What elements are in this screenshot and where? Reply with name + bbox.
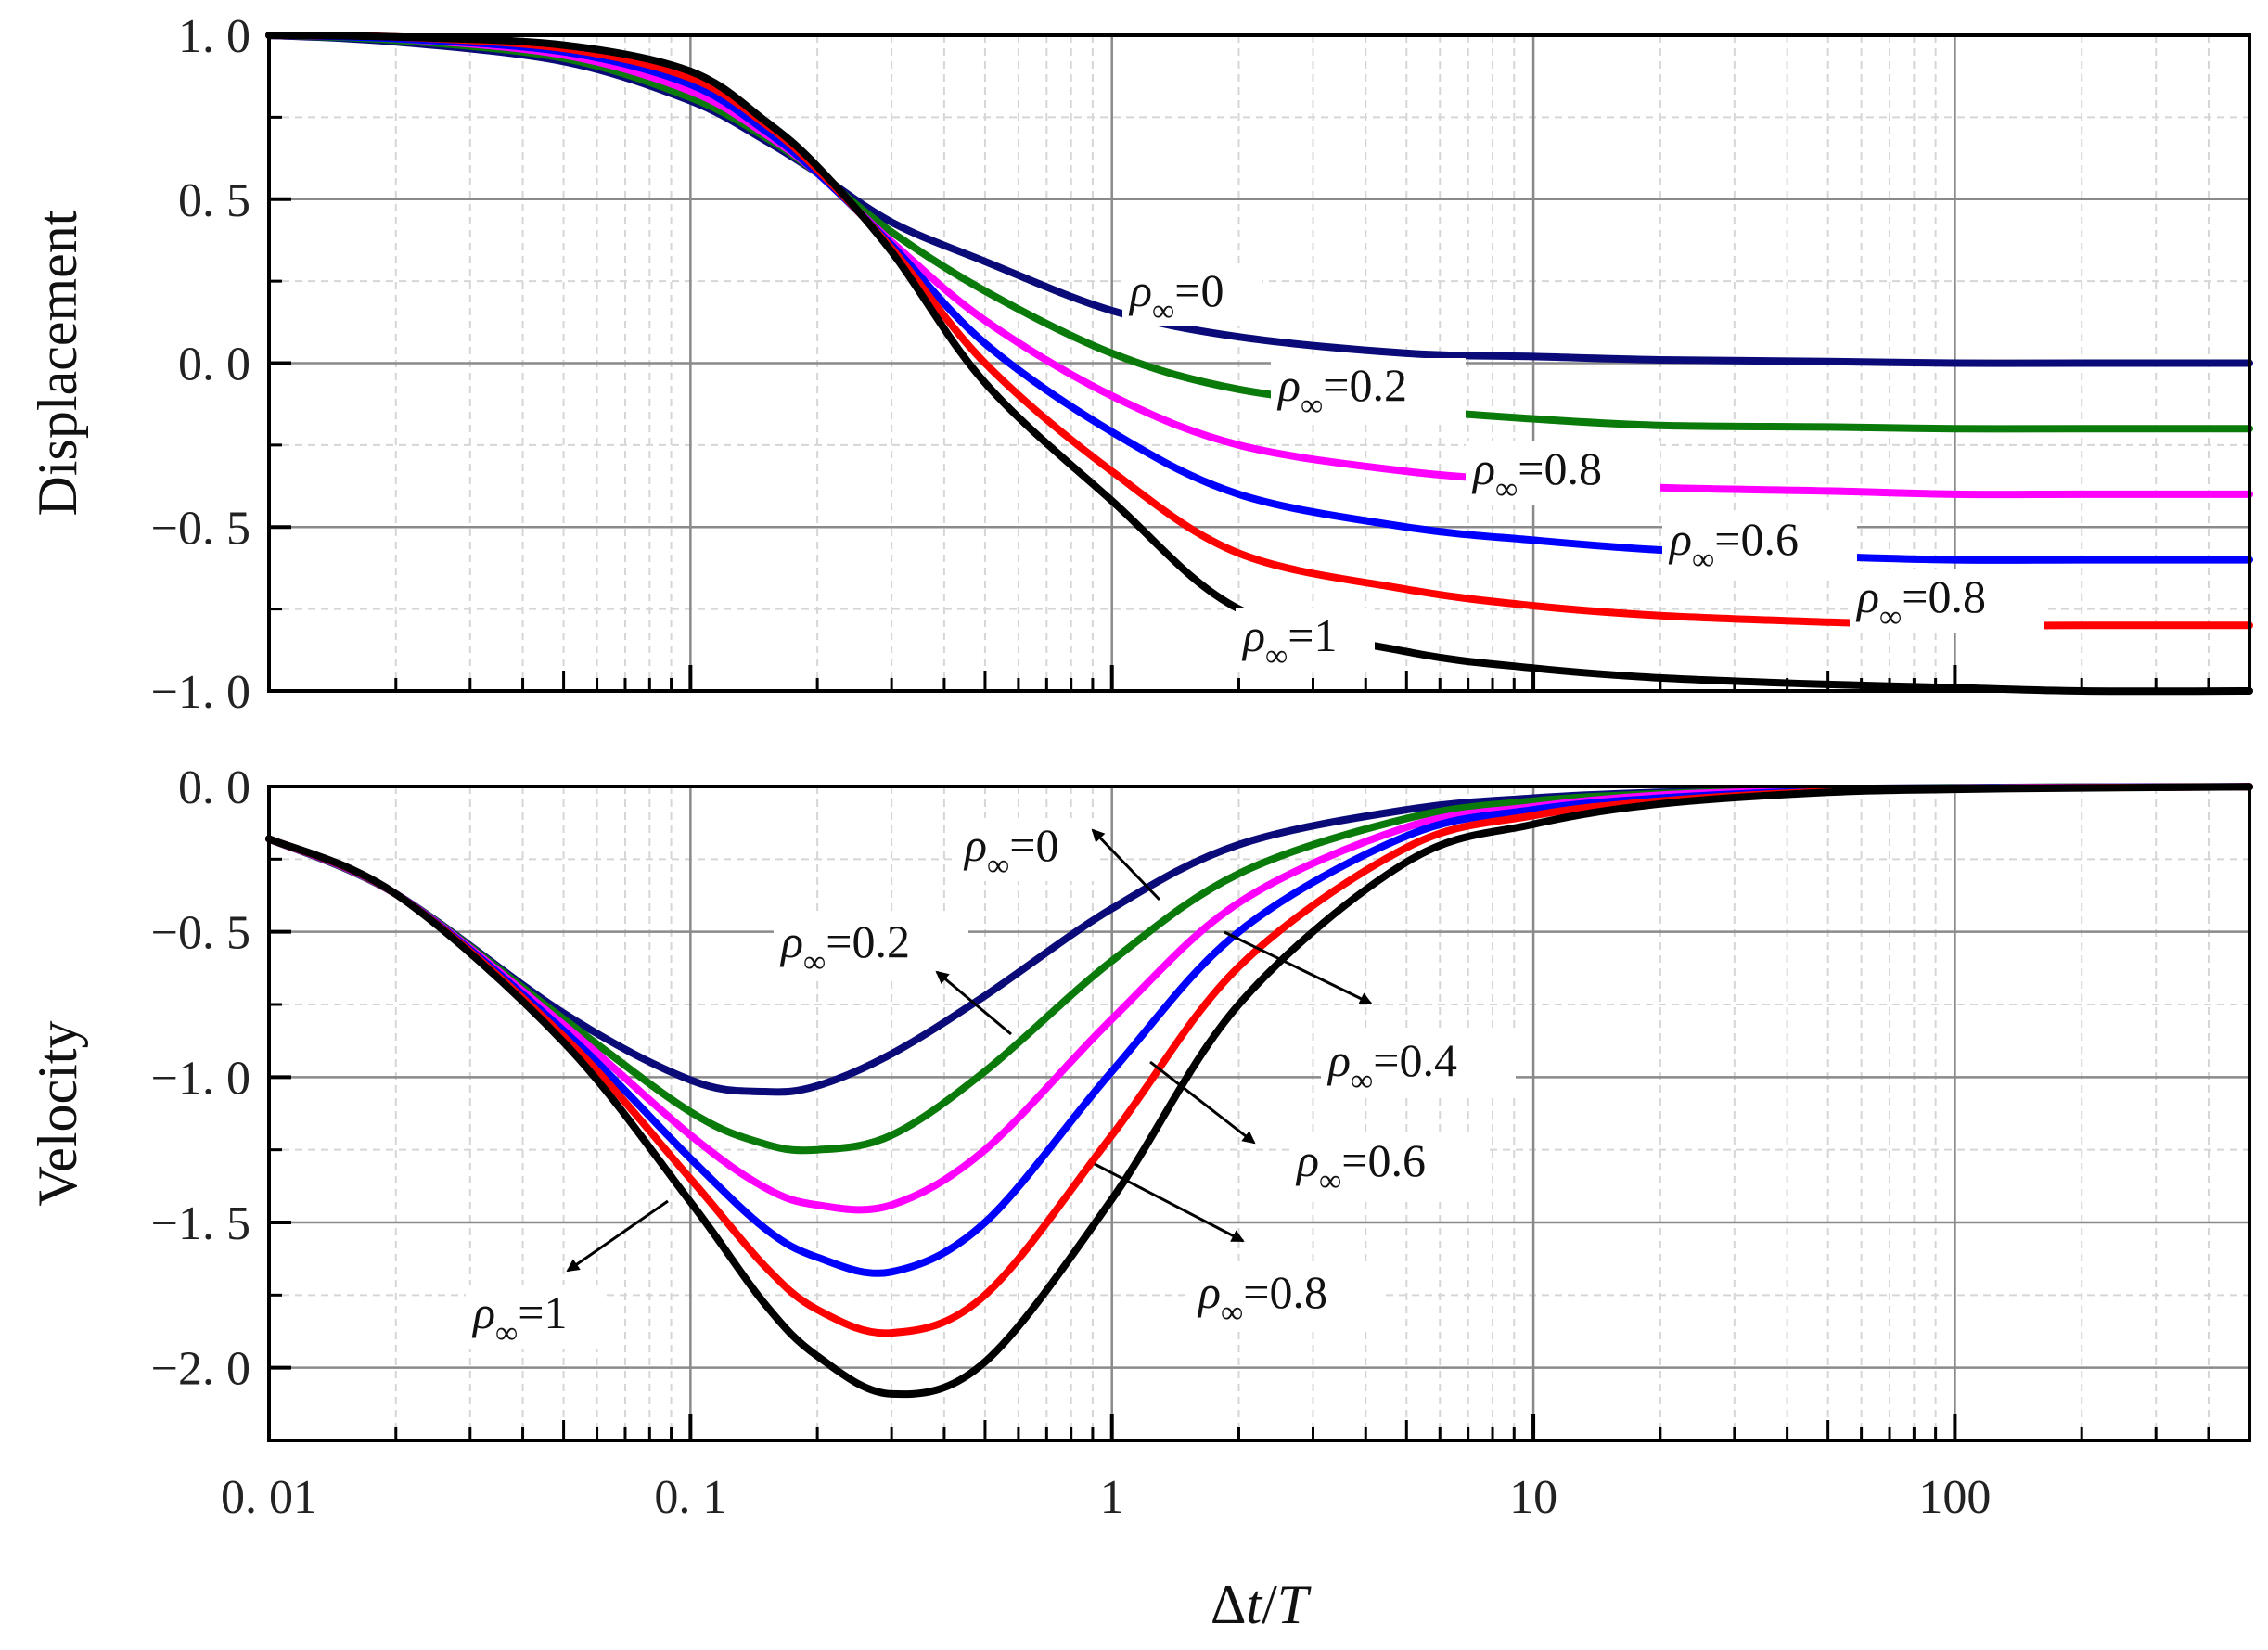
annotation-background: [1662, 512, 1857, 575]
displacement-y-axis-label: Displacement: [27, 210, 88, 516]
annotation-label: ρ∞=1: [1241, 609, 1337, 673]
annotation-background: [1850, 569, 2044, 633]
annotation-label: ρ∞=0: [1128, 264, 1224, 328]
velocity-series-group: [265, 783, 2253, 1399]
velocity-plot-frame: [267, 785, 2251, 1442]
annotation-background: [1289, 1133, 1484, 1196]
annotation-label: ρ∞=0.8: [1471, 442, 1602, 506]
velocity-annotations: ρ∞=0 ρ∞=0.2 ρ∞=0.4 ρ∞=0.6 ρ∞=0.8 ρ∞=1: [466, 818, 1516, 1350]
annotation-label: ρ∞=0.2: [1276, 359, 1407, 423]
series-line: [265, 32, 2253, 564]
series-line: [265, 783, 2253, 1337]
x-axis-label-part: Δ: [1211, 1574, 1247, 1635]
y-tick-label: 1. 0: [178, 10, 250, 63]
series-line: [265, 32, 2253, 696]
velocity-y-axis-label: Velocity: [27, 1021, 88, 1207]
velocity-ticks: 0. 0 −0. 5 −1. 0 −1. 5 −2. 0 0. 01 0. 1 1 10 100: [151, 761, 2251, 1524]
annotation-background: [1466, 441, 1660, 505]
annotation-background: [774, 915, 968, 978]
y-tick-label: −2. 0: [151, 1343, 250, 1396]
annotation-label: ρ∞=0.8: [1197, 1266, 1327, 1330]
series-line: [265, 32, 2253, 499]
annotation-label: ρ∞=0.6: [1668, 513, 1799, 577]
y-tick-label: −1. 0: [151, 666, 250, 719]
annotation-label: ρ∞=0: [963, 819, 1058, 883]
annotation-arrow: [1091, 828, 1161, 902]
displacement-annotations: ρ∞=0 ρ∞=0.2 ρ∞=0.8 ρ∞=0.6 ρ∞=0.8 ρ∞=1: [1122, 263, 2044, 673]
y-tick-label: 0. 5: [178, 174, 250, 227]
displacement-ticks: 1. 0 0. 5 0. 0 −0. 5 −1. 0: [151, 10, 2251, 719]
annotation-label: ρ∞=0.2: [779, 915, 910, 979]
x-axis-label-part: /: [1262, 1574, 1277, 1635]
annotation-background: [1191, 1265, 1386, 1328]
x-tick-label: 1: [1100, 1471, 1124, 1524]
series-line: [265, 783, 2253, 1399]
annotation-label: ρ∞=0.8: [1855, 570, 1986, 634]
x-axis-label-part: t: [1246, 1574, 1262, 1635]
annotation-background: [466, 1285, 605, 1349]
y-tick-label: 0. 0: [178, 339, 250, 391]
velocity-panel: 0. 0−0. 5−1. 0−1. 5−2. 00. 01 0. 1 1 10 100 …: [27, 761, 2253, 1524]
x-axis-label-part: T: [1277, 1574, 1312, 1635]
annotation-background: [1271, 358, 1466, 421]
annotation-arrow: [1094, 1162, 1245, 1243]
x-tick-label: 0. 1: [654, 1471, 726, 1524]
x-tick-label: 100: [1918, 1471, 1991, 1524]
annotation-label: ρ∞=1: [471, 1286, 567, 1350]
annotation-label: ρ∞=0.4: [1326, 1034, 1457, 1098]
x-tick-label: 0. 01: [221, 1471, 317, 1524]
y-tick-label: 0. 0: [178, 761, 250, 814]
series-line: [265, 32, 2253, 630]
annotation-label: ρ∞=0.6: [1295, 1134, 1426, 1198]
series-line: [265, 783, 2253, 1214]
annotation-background: [1236, 608, 1375, 672]
x-axis-label: Δt/T: [1211, 1574, 1312, 1635]
y-tick-label: −1. 0: [151, 1052, 250, 1105]
velocity-grid: [267, 785, 2250, 1440]
y-tick-label: −0. 5: [151, 502, 250, 555]
annotation-arrow: [1149, 1060, 1256, 1145]
annotation-arrow: [566, 1199, 669, 1273]
x-tick-label: 10: [1509, 1471, 1557, 1524]
annotation-arrow: [935, 970, 1012, 1036]
y-tick-label: −0. 5: [151, 907, 250, 960]
annotation-background: [1122, 263, 1262, 326]
annotation-background: [957, 818, 1096, 881]
displacement-panel: 1. 00. 50. 0−0. 5−1. 0 ρ∞=0ρ∞=0.2ρ∞=0.8ρ…: [27, 10, 2253, 719]
y-tick-label: −1. 5: [151, 1197, 250, 1250]
annotation-arrow: [1224, 930, 1373, 1005]
series-line: [265, 32, 2253, 433]
annotation-background: [1321, 1033, 1516, 1096]
